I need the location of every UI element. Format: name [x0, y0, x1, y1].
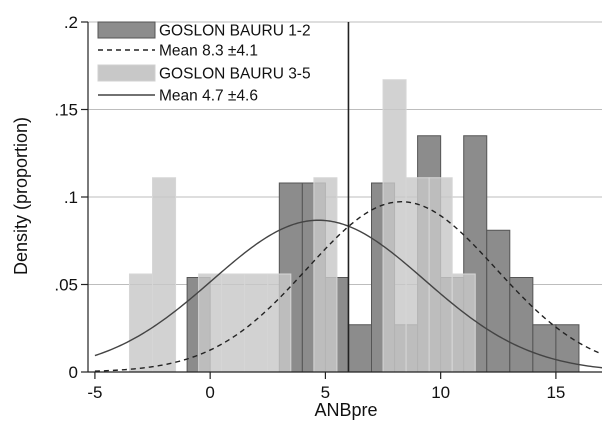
y-axis-title: Density (proportion): [11, 117, 31, 275]
legend-swatch: [97, 21, 156, 39]
histogram-bar: [451, 273, 476, 373]
histogram-bar: [532, 324, 557, 373]
y-tick-label: .2: [64, 13, 78, 32]
histogram-bar: [347, 324, 373, 373]
histogram-bar: [555, 324, 580, 373]
y-tick-label: .05: [54, 276, 78, 295]
histogram-bar: [221, 273, 246, 373]
legend-label: GOSLON BAURU 1-2: [159, 23, 311, 40]
histogram-bar: [152, 177, 177, 373]
histogram-bar: [509, 277, 534, 373]
x-tick-label: 10: [431, 383, 450, 402]
histogram-bar: [428, 177, 453, 373]
legend-label: GOSLON BAURU 3-5: [159, 66, 311, 83]
legend-swatch: [97, 64, 156, 82]
x-tick-label: 5: [321, 383, 330, 402]
histogram-bar: [382, 79, 407, 373]
y-axis-ticks: 0 .05 .1 .15 .2: [54, 13, 88, 382]
y-tick-label: .1: [64, 188, 78, 207]
density-curve-dashed: [94, 201, 602, 372]
histogram-bar: [244, 273, 269, 373]
x-axis-title: ANBpre: [314, 400, 377, 420]
x-tick-label: 15: [546, 383, 565, 402]
x-axis-ticks: -5 0 5 10 15: [87, 372, 565, 402]
legend-label: Mean 8.3 ±4.1: [159, 43, 258, 60]
histogram-bar: [313, 177, 338, 373]
bars-group-3-5: [128, 79, 476, 373]
x-tick-label: -5: [87, 383, 102, 402]
legend: GOSLON BAURU 1-2 Mean 8.3 ±4.1 GOSLON BAUR…: [97, 21, 311, 105]
y-tick-label: 0: [69, 363, 78, 382]
histogram-bar: [486, 229, 511, 373]
legend-label: Mean 4.7 ±4.6: [159, 88, 258, 105]
histogram-bar: [267, 273, 292, 373]
x-tick-label: 0: [205, 383, 214, 402]
y-tick-label: .15: [54, 101, 78, 120]
histogram-bar: [128, 273, 154, 373]
